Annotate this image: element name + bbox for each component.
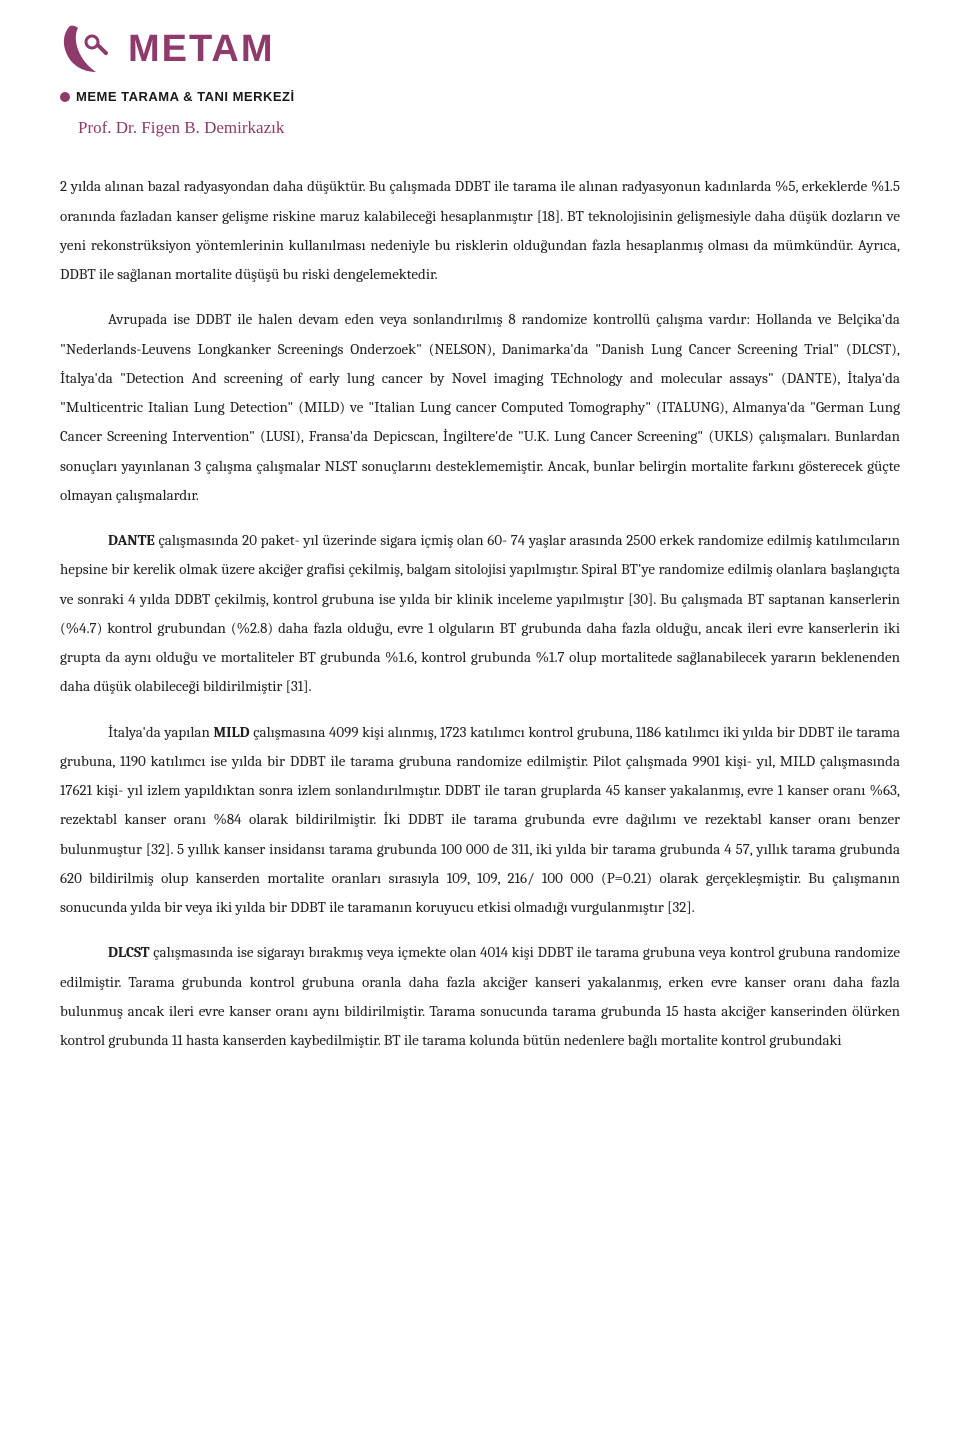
bold-mild: MILD [213, 723, 249, 741]
logo-brand: METAM [128, 30, 275, 68]
logo-text-block: METAM [128, 30, 275, 68]
bold-dante: DANTE [108, 531, 155, 549]
paragraph-5: DLCST çalışmasında ise sigarayı bırakmış… [60, 938, 900, 1055]
paragraph-2: Avrupada ise DDBT ile halen devam eden v… [60, 305, 900, 510]
paragraph-4: İtalya'da yapılan MILD çalışmasına 4099 … [60, 718, 900, 923]
logo-row: METAM [60, 20, 900, 78]
bullet-icon [60, 92, 70, 102]
paragraph-1: 2 yılda alınan bazal radyasyondan daha d… [60, 172, 900, 289]
logo-tagline-row: MEME TARAMA & TANI MERKEZİ [60, 84, 900, 109]
paragraph-5-rest: çalışmasında ise sigarayı bırakmış veya … [60, 943, 900, 1049]
paragraph-3-rest: çalışmasında 20 paket- yıl üzerinde siga… [60, 531, 900, 695]
paragraph-4-rest: çalışmasına 4099 kişi alınmış, 1723 katı… [60, 723, 900, 917]
header-logo: METAM MEME TARAMA & TANI MERKEZİ Prof. D… [60, 20, 900, 144]
logo-tagline: MEME TARAMA & TANI MERKEZİ [76, 84, 295, 109]
logo-doctor-name: Prof. Dr. Figen B. Demirkazık [78, 111, 900, 144]
logo-mark-icon [60, 20, 118, 78]
bold-dlcst: DLCST [108, 943, 150, 961]
paragraph-3: DANTE çalışmasında 20 paket- yıl üzerind… [60, 526, 900, 702]
paragraph-4-pre: İtalya'da yapılan [108, 723, 213, 741]
